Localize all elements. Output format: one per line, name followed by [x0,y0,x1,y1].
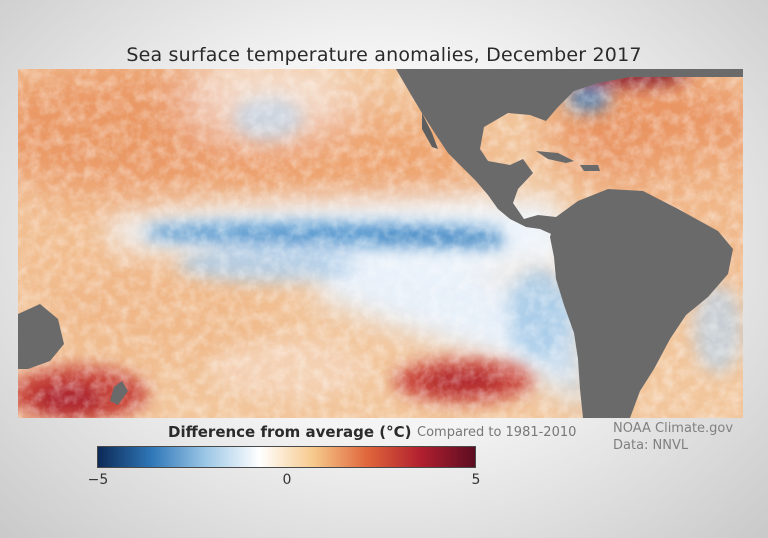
credit-source: NOAA Climate.gov [613,421,734,436]
map-title: Sea surface temperature anomalies, Decem… [126,44,642,66]
caribbean-island-cuba [536,151,574,163]
caribbean-island-hispaniola [580,165,600,171]
north-america-land [396,69,743,237]
scale-tick-max: 5 [471,472,481,488]
land-masses [18,69,743,418]
sst-anomaly-map [18,69,743,418]
south-america-land [550,189,733,418]
scale-tick-zero: 0 [282,472,292,488]
credit-block: NOAA Climate.gov Data: NNVL [613,420,733,454]
legend-title: Difference from average (°C) [168,423,412,441]
baja-peninsula [422,113,438,149]
credit-data: Data: NNVL [613,438,689,453]
scale-tick-min: −5 [87,472,109,488]
color-scale-bar [97,446,476,468]
new-zealand-land [110,381,128,405]
australia-land [18,304,64,369]
baseline-note: Compared to 1981-2010 [417,425,577,440]
